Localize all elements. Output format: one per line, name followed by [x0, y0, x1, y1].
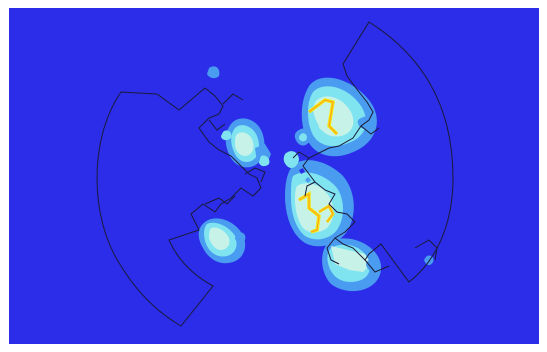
contour-lobe-upper-left: [207, 66, 271, 168]
field-background: [9, 8, 539, 344]
contour-lobe-lower-center: [283, 151, 354, 247]
contour-lobe-upper-right: [294, 77, 377, 157]
component-outline: [96, 21, 454, 327]
contour-lobe-lower-left: [198, 218, 246, 264]
contour-plot-svg: [9, 8, 539, 344]
contour-plot: [9, 8, 539, 344]
